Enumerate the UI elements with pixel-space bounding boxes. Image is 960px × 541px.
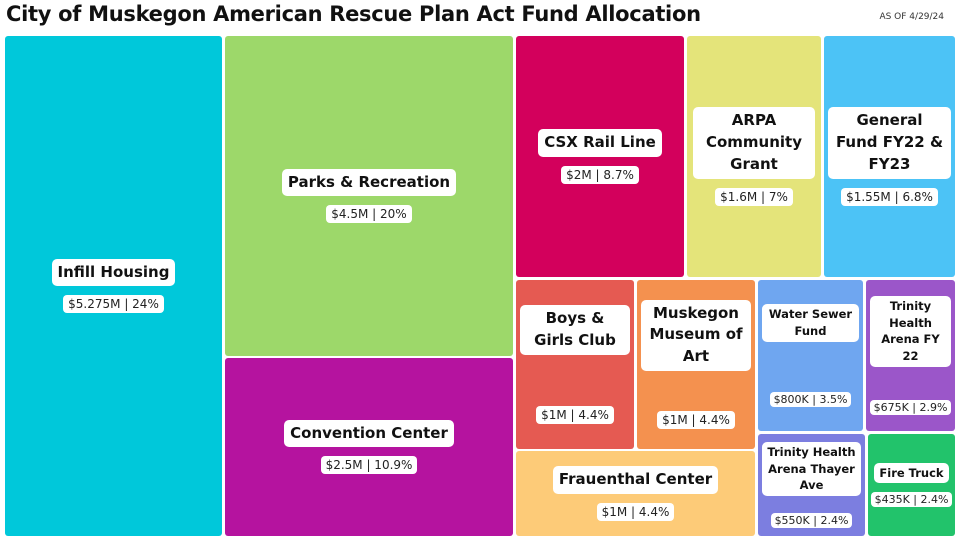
tile-value-label: $435K | 2.4% xyxy=(870,492,953,508)
tile-label: Parks & Recreation xyxy=(281,168,457,197)
tile-label: Convention Center xyxy=(284,419,454,448)
treemap-tile[interactable]: Water Sewer Fund $800K | 3.5% xyxy=(758,280,863,431)
as-of-date: AS OF 4/29/24 xyxy=(879,12,944,22)
tile-value-label: $4.5M | 20% xyxy=(326,205,412,224)
tile-label: Fire Truck xyxy=(874,462,949,484)
tile-value-label: $1.6M | 7% xyxy=(715,187,793,206)
treemap-tile[interactable]: CSX Rail Line $2M | 8.7% xyxy=(516,36,684,277)
tile-label: Infill Housing xyxy=(51,258,176,287)
treemap-tile[interactable]: Muskegon Museum of Art $1M | 4.4% xyxy=(637,280,755,449)
chart-title: City of Muskegon American Rescue Plan Ac… xyxy=(6,2,701,26)
treemap-tile[interactable]: Fire Truck $435K | 2.4% xyxy=(868,434,955,536)
treemap-tile[interactable]: ARPA Community Grant $1.6M | 7% xyxy=(687,36,821,277)
tile-value-label: $1.55M | 6.8% xyxy=(841,187,938,206)
treemap-tile[interactable]: General Fund FY22 & FY23 $1.55M | 6.8% xyxy=(824,36,955,277)
treemap-tile[interactable]: Trinity Health Arena FY 22 $675K | 2.9% xyxy=(866,280,955,431)
tile-label: Trinity Health Arena Thayer Ave xyxy=(762,441,861,496)
tile-value-label: $1M | 4.4% xyxy=(657,411,735,430)
tile-value-label: $800K | 3.5% xyxy=(769,391,852,407)
tile-value-label: $5.275M | 24% xyxy=(63,295,164,314)
tile-label: Frauenthal Center xyxy=(552,466,719,494)
treemap-tile[interactable]: Infill Housing $5.275M | 24% xyxy=(5,36,222,536)
tile-value-label: $2.5M | 10.9% xyxy=(320,456,418,475)
tile-label: Muskegon Museum of Art xyxy=(641,299,751,371)
tile-value-label: $550K | 2.4% xyxy=(770,512,853,528)
treemap-tile[interactable]: Boys & Girls Club $1M | 4.4% xyxy=(516,280,634,449)
treemap-tile[interactable]: Trinity Health Arena Thayer Ave $550K | 2… xyxy=(758,434,865,536)
tile-label: ARPA Community Grant xyxy=(693,107,815,179)
treemap-tile[interactable]: Convention Center $2.5M | 10.9% xyxy=(225,358,513,536)
tile-value-label: $2M | 8.7% xyxy=(561,165,639,184)
tile-value-label: $1M | 4.4% xyxy=(536,405,614,424)
tile-value-label: $675K | 2.9% xyxy=(869,399,952,415)
tile-label: CSX Rail Line xyxy=(538,129,662,157)
tile-label: Boys & Girls Club xyxy=(520,305,630,355)
treemap-tile[interactable]: Parks & Recreation $4.5M | 20% xyxy=(225,36,513,356)
tile-label: Trinity Health Arena FY 22 xyxy=(870,296,951,367)
tile-value-label: $1M | 4.4% xyxy=(596,502,675,521)
treemap-tile[interactable]: Frauenthal Center $1M | 4.4% xyxy=(516,451,755,536)
tile-label: General Fund FY22 & FY23 xyxy=(828,107,951,179)
tile-label: Water Sewer Fund xyxy=(762,304,859,342)
